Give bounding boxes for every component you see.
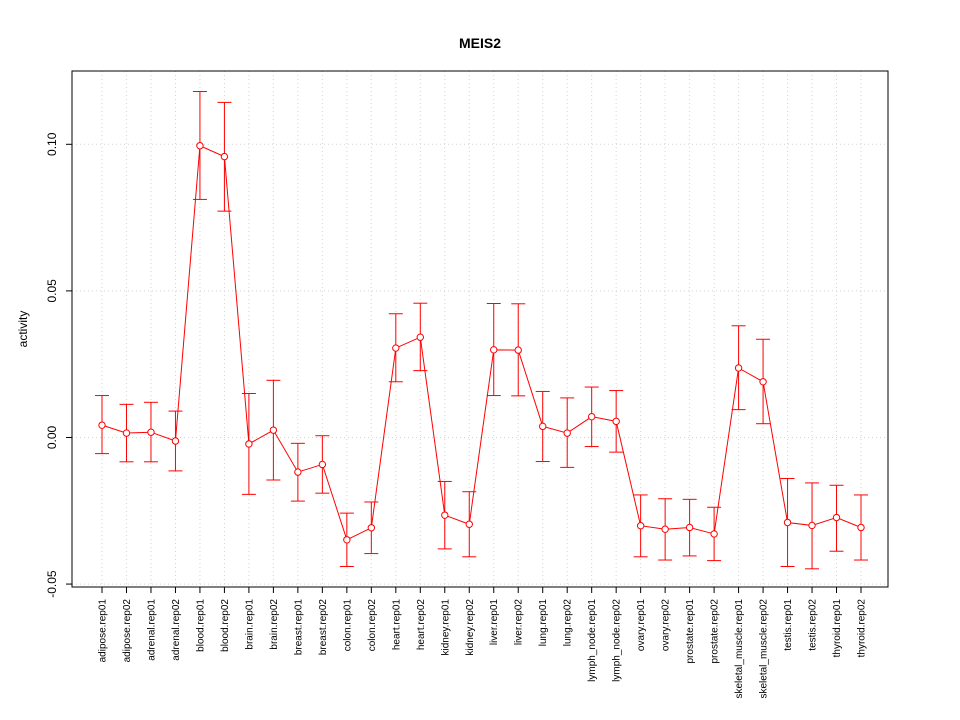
- data-point: [367, 524, 376, 532]
- x-tick-label: lung.rep02: [563, 599, 574, 647]
- x-tick-label: lung.rep01: [538, 599, 549, 647]
- data-point: [808, 521, 816, 530]
- data-point: [857, 523, 865, 532]
- x-tick-label: testis.rep01: [783, 599, 794, 651]
- x-tick-label: prostate.rep02: [710, 599, 721, 664]
- data-point: [636, 522, 645, 530]
- data-point: [710, 530, 718, 538]
- data-point: [514, 346, 522, 354]
- x-tick-label: adipose.rep01: [98, 599, 109, 663]
- grid-layer: [72, 71, 888, 587]
- data-point: [685, 523, 694, 532]
- data-point: [343, 536, 351, 544]
- data-point: [318, 460, 327, 469]
- x-tick-label: brain.rep01: [244, 599, 255, 650]
- data-point: [441, 511, 449, 519]
- y-tick-label: 0.10: [45, 132, 59, 156]
- x-tick-label: kidney.rep02: [465, 599, 476, 656]
- x-tick-label: liver.rep02: [514, 599, 525, 646]
- x-tick-label: adipose.rep02: [122, 599, 133, 663]
- x-tick-label: ovary.rep02: [661, 599, 672, 652]
- axis-layer: adipose.rep01 adipose.rep02 adrenal.rep01 a…: [45, 132, 868, 698]
- y-tick-label: -0.05: [45, 570, 59, 598]
- y-tick-label: 0.00: [45, 425, 59, 449]
- data-point: [465, 520, 473, 528]
- x-tick-label: breast.rep02: [318, 599, 329, 656]
- data-point: [392, 344, 400, 352]
- y-tick-label: 0.05: [45, 279, 59, 303]
- data-point: [734, 364, 743, 372]
- series-line: [101, 145, 862, 541]
- x-tick-label: testis.rep02: [808, 599, 819, 651]
- x-tick-label: thyroid.rep02: [857, 599, 868, 658]
- data-point: [269, 426, 278, 434]
- x-tick-label: ovary.rep01: [636, 599, 647, 652]
- data-point: [220, 152, 229, 161]
- data-point: [563, 429, 571, 437]
- data-point: [587, 412, 596, 421]
- data-point: [196, 142, 204, 150]
- x-tick-label: liver.rep01: [489, 599, 500, 646]
- x-tick-label: blood.rep01: [195, 599, 206, 652]
- x-tick-label: thyroid.rep01: [832, 599, 843, 658]
- x-tick-label: brain.rep02: [269, 599, 280, 650]
- data-point: [490, 346, 498, 354]
- x-tick-label: adrenal.rep01: [146, 599, 157, 661]
- x-tick-label: heart.rep01: [391, 599, 402, 651]
- x-tick-label: lymph_node.rep01: [587, 599, 598, 682]
- x-tick-label: kidney.rep01: [440, 599, 451, 656]
- data-point: [98, 421, 106, 429]
- chart-title: MEIS2: [459, 35, 501, 51]
- y-axis-label: activity: [16, 311, 30, 348]
- data-point: [416, 333, 424, 341]
- data-point: [245, 440, 253, 448]
- data-point: [171, 437, 180, 445]
- x-tick-label: skeletal_muscle.rep02: [759, 599, 770, 699]
- series-layer: [95, 91, 869, 570]
- x-tick-label: colon.rep01: [342, 599, 353, 652]
- data-point: [832, 513, 841, 522]
- x-tick-label: lymph_node.rep02: [612, 599, 623, 682]
- x-tick-label: breast.rep01: [293, 599, 304, 656]
- x-tick-label: heart.rep02: [416, 599, 427, 651]
- data-point: [783, 518, 792, 527]
- data-point: [294, 468, 302, 476]
- data-point: [612, 417, 620, 426]
- x-tick-label: adrenal.rep02: [171, 599, 182, 661]
- data-point: [122, 429, 131, 437]
- data-point: [147, 428, 155, 436]
- x-tick-label: skeletal_muscle.rep01: [734, 599, 745, 699]
- x-tick-label: colon.rep02: [367, 599, 378, 652]
- data-point: [759, 378, 767, 386]
- x-tick-label: blood.rep02: [220, 599, 231, 652]
- data-point: [661, 525, 669, 533]
- data-point: [539, 422, 547, 431]
- x-tick-label: prostate.rep01: [685, 599, 696, 664]
